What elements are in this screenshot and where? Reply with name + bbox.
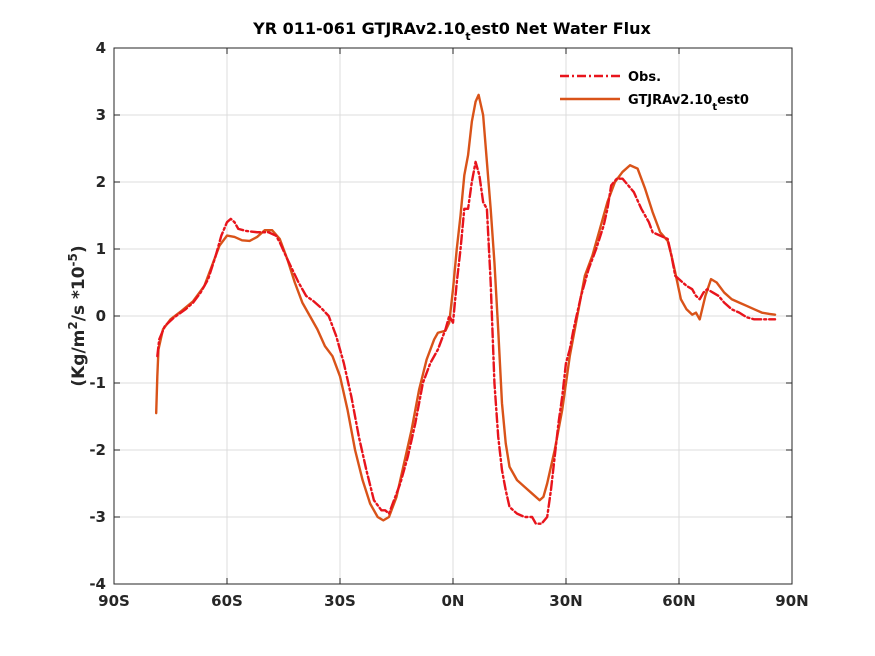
y-tick-label: -2 bbox=[89, 441, 106, 459]
y-tick-label: -1 bbox=[89, 374, 106, 392]
plot-series bbox=[154, 93, 777, 525]
axis-ticks: 90S 60S 30S 0N 30N 60N 90N -4 -3 -2 -1 0 1 2 3 4 bbox=[89, 39, 808, 610]
chart-title-subscript: t bbox=[465, 30, 470, 43]
x-tick-label: 60S bbox=[211, 592, 243, 610]
y-tick-label: 0 bbox=[96, 307, 106, 325]
y-axis-label-part2: /s *10 bbox=[69, 266, 89, 321]
y-tick-label: 4 bbox=[96, 39, 106, 57]
y-axis-label-sup1: 2 bbox=[66, 321, 80, 329]
y-tick-label: 3 bbox=[96, 106, 106, 124]
y-axis-label: (Kg/m2/s *10-5) bbox=[66, 245, 89, 386]
legend-label-model-suffix: est0 bbox=[717, 93, 749, 108]
legend-label-model-prefix: GTJRAv2.10 bbox=[628, 93, 712, 108]
y-tick-label: -4 bbox=[89, 575, 106, 593]
y-tick-label: -3 bbox=[89, 508, 106, 526]
legend: Obs. GTJRAv2.10test0 bbox=[560, 70, 749, 113]
y-tick-label: 1 bbox=[96, 240, 106, 258]
chart-title: YR 011-061 GTJRAv2.10test0 Net Water Flu… bbox=[252, 19, 651, 43]
x-tick-label: 30S bbox=[324, 592, 356, 610]
y-axis-label-part1: (Kg/m bbox=[69, 330, 89, 387]
chart-title-suffix: est0 Net Water Flux bbox=[471, 19, 652, 38]
legend-label-model: GTJRAv2.10test0 bbox=[628, 93, 749, 113]
legend-label-model-subscript: t bbox=[712, 102, 717, 113]
x-tick-label: 30N bbox=[549, 592, 582, 610]
y-axis-label-part3: ) bbox=[69, 245, 89, 253]
y-axis-label-sup2: -5 bbox=[66, 253, 80, 266]
x-tick-label: 0N bbox=[442, 592, 465, 610]
x-tick-label: 90N bbox=[775, 592, 808, 610]
x-tick-label: 90S bbox=[98, 592, 130, 610]
chart-title-prefix: YR 011-061 GTJRAv2.10 bbox=[252, 19, 465, 38]
x-tick-label: 60N bbox=[662, 592, 695, 610]
series-line-obs bbox=[156, 160, 777, 525]
legend-label-obs: Obs. bbox=[628, 70, 661, 85]
y-tick-label: 2 bbox=[96, 173, 106, 191]
